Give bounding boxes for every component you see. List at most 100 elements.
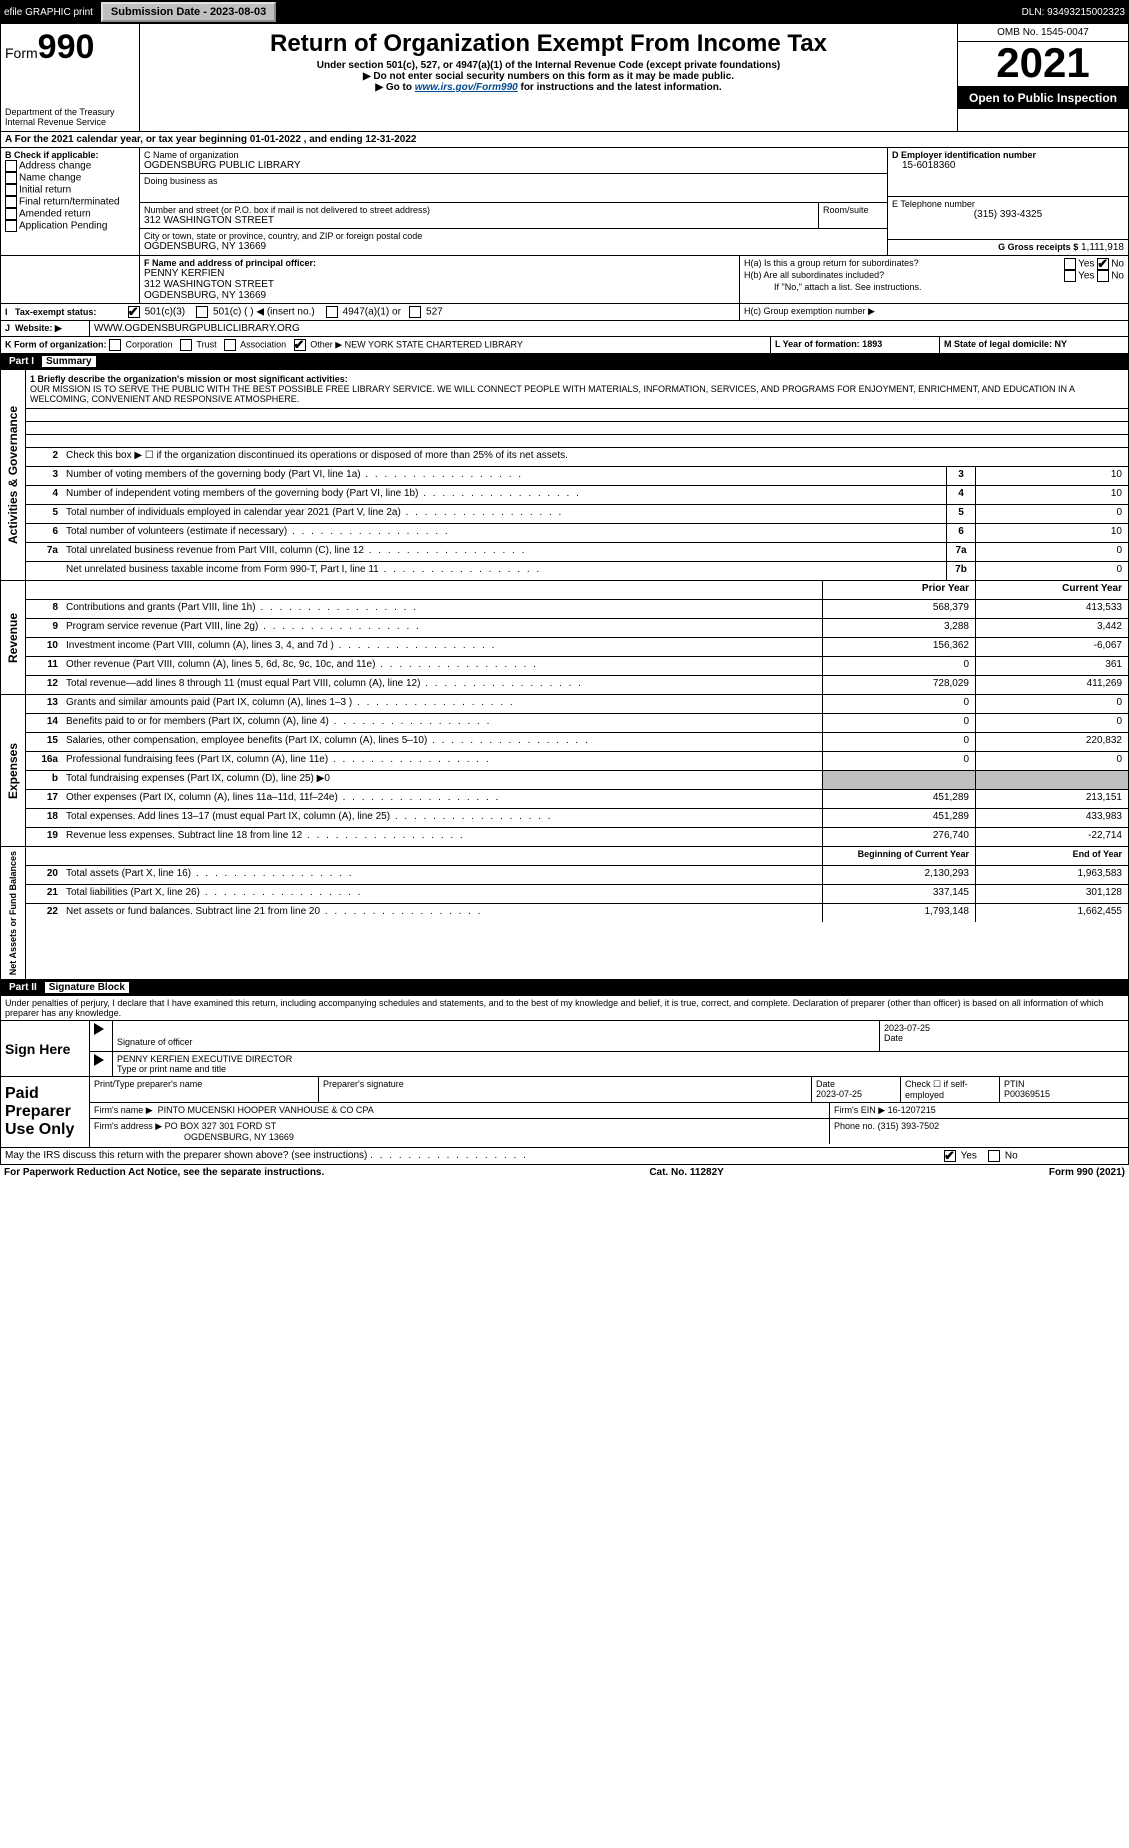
f-label: F Name and address of principal officer: xyxy=(144,258,735,268)
table-row: 3Number of voting members of the governi… xyxy=(26,467,1128,486)
hb-answer: Yes No xyxy=(1064,270,1124,282)
b-final-return: Final return/terminated xyxy=(5,196,135,208)
street-value: 312 WASHINGTON STREET xyxy=(144,215,814,226)
arrow-icon xyxy=(94,1054,104,1066)
col-begin: Beginning of Current Year xyxy=(822,847,975,865)
tab-activities: Activities & Governance xyxy=(1,370,26,580)
open-public-badge: Open to Public Inspection xyxy=(958,87,1128,109)
form-number: 990 xyxy=(38,28,95,66)
table-row: 15Salaries, other compensation, employee… xyxy=(26,733,1128,752)
footer-left: For Paperwork Reduction Act Notice, see … xyxy=(4,1167,324,1178)
gross-receipts: 1,111,918 xyxy=(1081,242,1124,253)
prep-date: 2023-07-25 xyxy=(816,1089,896,1099)
officer-name: PENNY KERFIEN xyxy=(144,268,735,279)
city-value: OGDENSBURG, NY 13669 xyxy=(144,241,883,252)
table-row: 19Revenue less expenses. Subtract line 1… xyxy=(26,828,1128,846)
table-row: 10Investment income (Part VIII, column (… xyxy=(26,638,1128,657)
table-row: 13Grants and similar amounts paid (Part … xyxy=(26,695,1128,714)
firm-addr2: OGDENSBURG, NY 13669 xyxy=(94,1132,825,1142)
activities-governance-block: Activities & Governance 1 Briefly descri… xyxy=(0,370,1129,581)
section-j: J Website: ▶ WWW.OGDENSBURGPUBLICLIBRARY… xyxy=(0,321,1129,337)
ptin-value: P00369515 xyxy=(1004,1089,1124,1099)
irs-label: Internal Revenue Service xyxy=(5,117,135,127)
table-row: 4Number of independent voting members of… xyxy=(26,486,1128,505)
part-ii-label: Part II xyxy=(9,982,37,993)
website-value: WWW.OGDENSBURGPUBLICLIBRARY.ORG xyxy=(90,321,1128,336)
col-prior: Prior Year xyxy=(822,581,975,599)
may-irs-row: May the IRS discuss this return with the… xyxy=(0,1148,1129,1165)
footer-right: Form 990 (2021) xyxy=(1049,1167,1125,1178)
table-row: 7aTotal unrelated business revenue from … xyxy=(26,543,1128,562)
d-label: D Employer identification number xyxy=(892,150,1124,160)
mission-text: OUR MISSION IS TO SERVE THE PUBLIC WITH … xyxy=(30,384,1124,404)
table-row: 11Other revenue (Part VIII, column (A), … xyxy=(26,657,1128,676)
net-assets-block: Net Assets or Fund Balances Beginning of… xyxy=(0,847,1129,980)
firm-name: PINTO MUCENSKI HOOPER VANHOUSE & CO CPA xyxy=(158,1105,374,1115)
submission-date-button[interactable]: Submission Date - 2023-08-03 xyxy=(101,2,276,22)
sig-date-label: Date xyxy=(884,1033,1124,1043)
penalty-text: Under penalties of perjury, I declare th… xyxy=(0,996,1129,1021)
part-i-label: Part I xyxy=(9,356,34,367)
phone-value: (315) 393-4325 xyxy=(892,209,1124,220)
org-name: OGDENSBURG PUBLIC LIBRARY xyxy=(144,160,883,171)
print-name-label: Print/Type preparer's name xyxy=(90,1077,319,1102)
form-prefix: Form xyxy=(5,45,38,61)
b-initial-return: Initial return xyxy=(5,184,135,196)
k-other-value: NEW YORK STATE CHARTERED LIBRARY xyxy=(345,339,523,349)
subtitle-1: Under section 501(c), 527, or 4947(a)(1)… xyxy=(144,60,953,71)
line2-text: Check this box ▶ ☐ if the organization d… xyxy=(62,448,1128,466)
b-label: B Check if applicable: xyxy=(5,150,135,160)
j-label: J Website: ▶ xyxy=(1,321,90,336)
tab-revenue: Revenue xyxy=(1,581,26,694)
dba-label: Doing business as xyxy=(144,176,883,186)
form-id: Form990 xyxy=(5,28,135,67)
dept-label: Department of the Treasury xyxy=(5,107,135,117)
city-label: City or town, state or province, country… xyxy=(144,231,883,241)
mission-block: 1 Briefly describe the organization's mi… xyxy=(26,370,1128,409)
part-ii-title: Signature Block xyxy=(45,982,129,993)
tax-year: 2021 xyxy=(958,42,1128,87)
e-label: E Telephone number xyxy=(892,199,1124,209)
page-footer: For Paperwork Reduction Act Notice, see … xyxy=(0,1165,1129,1180)
b-address-change: Address change xyxy=(5,160,135,172)
revenue-block: Revenue Prior Year Current Year 8Contrib… xyxy=(0,581,1129,695)
ha-answer: Yes No xyxy=(1064,258,1124,270)
table-row: 21Total liabilities (Part X, line 26)337… xyxy=(26,885,1128,904)
m-label: M State of legal domicile: NY xyxy=(940,337,1128,353)
section-k-l-m: K Form of organization: Corporation Trus… xyxy=(0,337,1129,354)
sig-officer-label: Signature of officer xyxy=(117,1037,192,1047)
table-row: 22Net assets or fund balances. Subtract … xyxy=(26,904,1128,922)
top-bar: efile GRAPHIC print Submission Date - 20… xyxy=(0,0,1129,24)
part-i-header: Part I Summary xyxy=(0,354,1129,370)
subtitle-3: ▶ Go to www.irs.gov/Form990 for instruct… xyxy=(144,82,953,93)
section-i-hc: I Tax-exempt status: 501(c)(3) 501(c) ( … xyxy=(0,304,1129,321)
line-a: A For the 2021 calendar year, or tax yea… xyxy=(0,132,1129,148)
ein-value: 15-6018360 xyxy=(892,160,1124,171)
part-i-title: Summary xyxy=(42,356,96,367)
arrow-icon xyxy=(94,1023,104,1035)
table-row: bTotal fundraising expenses (Part IX, co… xyxy=(26,771,1128,790)
footer-mid: Cat. No. 11282Y xyxy=(649,1167,723,1178)
ptin-label: PTIN xyxy=(1004,1079,1124,1089)
firm-ein-label: Firm's EIN ▶ xyxy=(834,1105,885,1115)
table-row: 12Total revenue—add lines 8 through 11 (… xyxy=(26,676,1128,694)
firm-addr-label: Firm's address ▶ xyxy=(94,1121,162,1131)
line1-label: 1 Briefly describe the organization's mi… xyxy=(30,374,1124,384)
part-ii-header: Part II Signature Block xyxy=(0,980,1129,996)
b-amended: Amended return xyxy=(5,208,135,220)
prep-phone-label: Phone no. xyxy=(834,1121,875,1131)
prep-phone: (315) 393-7502 xyxy=(878,1121,940,1131)
street-label: Number and street (or P.O. box if mail i… xyxy=(144,205,814,215)
sign-here-block: Sign Here Signature of officer 2023-07-2… xyxy=(0,1021,1129,1077)
sig-date-value: 2023-07-25 xyxy=(884,1023,1124,1033)
officer-city: OGDENSBURG, NY 13669 xyxy=(144,290,735,301)
form-header: Form990 Department of the Treasury Inter… xyxy=(0,24,1129,132)
paid-preparer-label: Paid Preparer Use Only xyxy=(1,1077,89,1147)
efile-label: efile GRAPHIC print xyxy=(4,7,93,18)
section-b-to-g: B Check if applicable: Address change Na… xyxy=(0,148,1129,256)
l-label: L Year of formation: 1893 xyxy=(771,337,940,353)
room-label: Room/suite xyxy=(819,203,887,228)
firm-addr1: PO BOX 327 301 FORD ST xyxy=(165,1121,277,1131)
irs-link[interactable]: www.irs.gov/Form990 xyxy=(415,82,518,93)
table-row: 8Contributions and grants (Part VIII, li… xyxy=(26,600,1128,619)
